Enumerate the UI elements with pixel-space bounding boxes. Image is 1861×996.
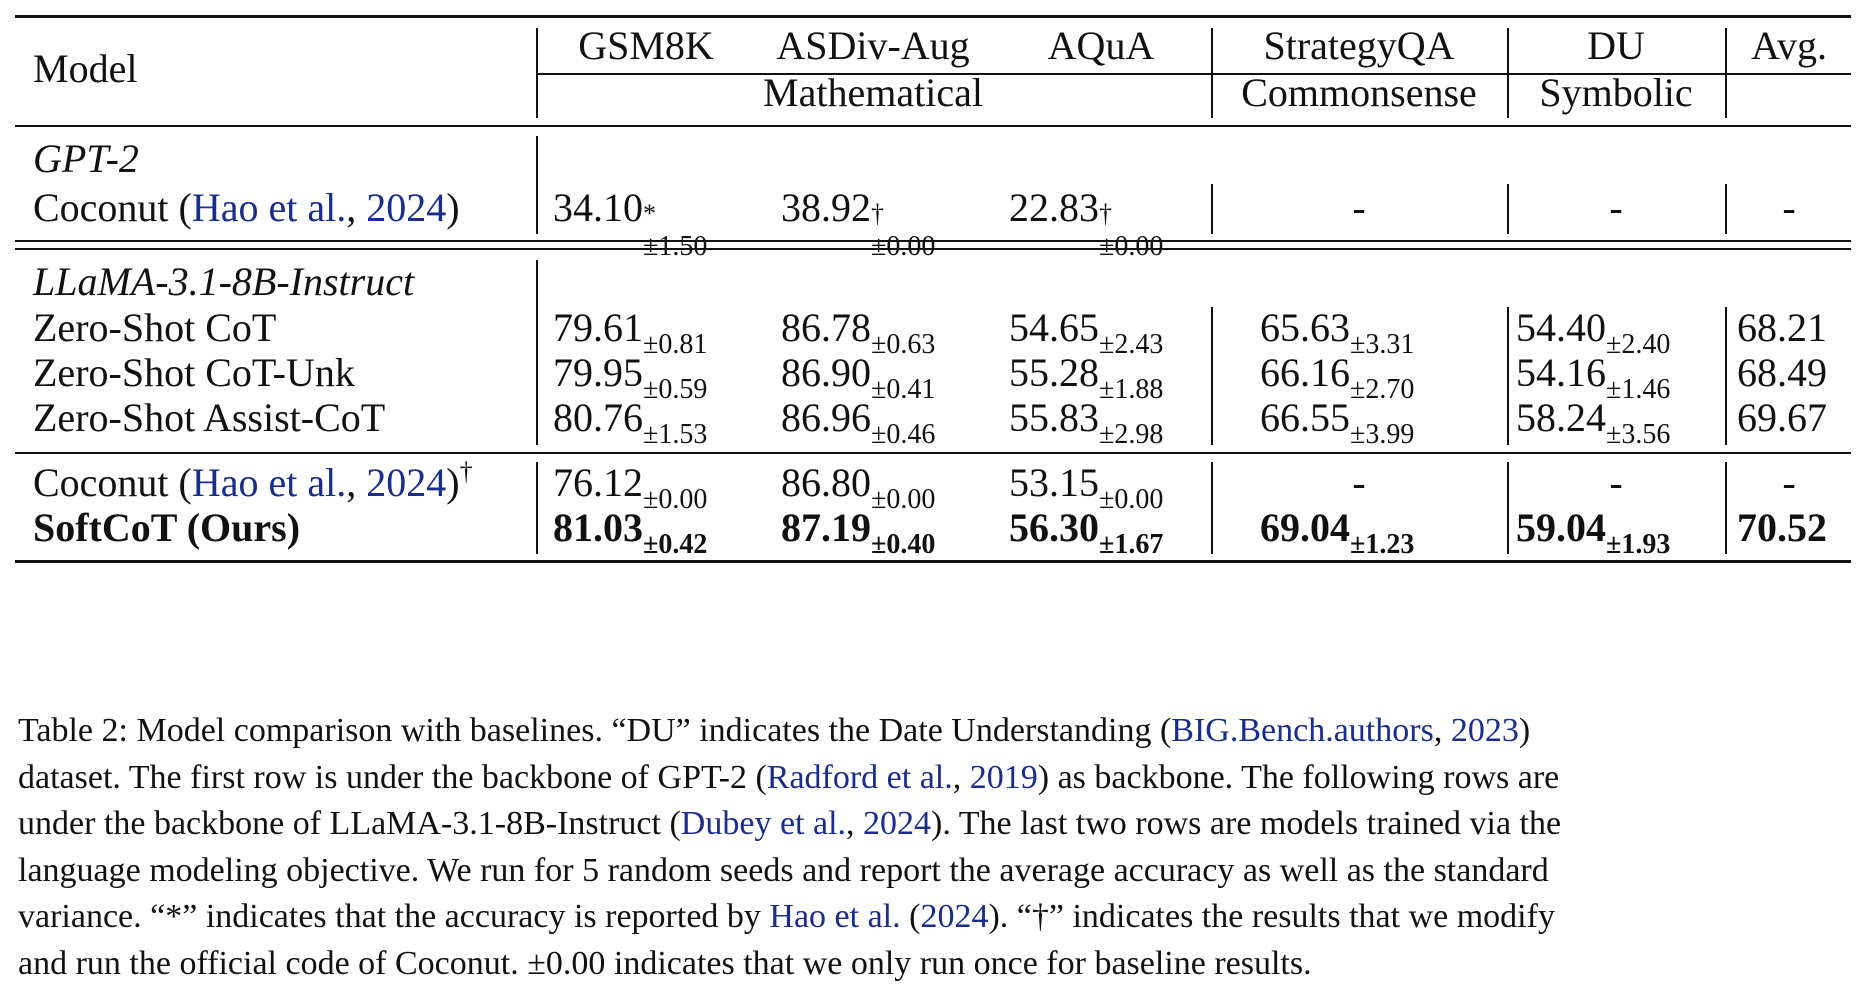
vrule-symbolic <box>1725 307 1727 445</box>
vrule-model <box>536 462 538 554</box>
citation-link[interactable]: Dubey et al. <box>680 805 847 842</box>
cell-assist-strategyqa: 66.55±3.99 <box>1260 395 1415 450</box>
model-header: Model <box>33 46 138 91</box>
row-label-zeroshot-assist-cot: Zero-Shot Assist-CoT <box>33 395 386 440</box>
row-label-zeroshot-cot: Zero-Shot CoT <box>33 305 277 350</box>
col-header-du: DU <box>1587 23 1645 68</box>
table-caption: Table 2: Model comparison with baselines… <box>18 708 1848 987</box>
cell-cot-gsm8k: 79.61±0.81 <box>553 305 708 360</box>
vrule-symbolic <box>1725 462 1727 554</box>
citation-year-link[interactable]: 2024 <box>366 460 447 505</box>
row-label-zeroshot-cot-unk: Zero-Shot CoT-Unk <box>33 350 355 395</box>
row-label-coconut-gpt2: Coconut (Hao et al., 2024) <box>33 185 460 230</box>
header-bottom-rule <box>15 125 1851 127</box>
citation-link[interactable]: Hao et al. <box>191 185 347 230</box>
cell-coconut-gsm8k: 76.12±0.00 <box>553 460 708 515</box>
citation-link[interactable]: Radford et al. <box>766 758 953 796</box>
vrule-common <box>1507 307 1509 445</box>
cell-softcot-aqua: 56.30±1.67 <box>1009 505 1164 560</box>
cell-assist-asdiv: 86.96±0.46 <box>781 395 936 450</box>
col-header-strategyqa: StrategyQA <box>1263 23 1455 68</box>
cell-coconut-du: - <box>1609 460 1623 505</box>
vrule-math <box>1211 184 1213 234</box>
group-header-mathematical: Mathematical <box>763 70 983 115</box>
vrule-model <box>536 28 538 118</box>
row-label-softcot: SoftCoT (Ours) <box>33 505 301 550</box>
top-rule <box>15 15 1851 18</box>
vrule-math <box>1211 28 1213 118</box>
vrule-common <box>1507 184 1509 234</box>
cell-unk-aqua: 55.28±1.88 <box>1009 350 1164 405</box>
cell-unk-gsm8k: 79.95±0.59 <box>553 350 708 405</box>
col-header-avg: Avg. <box>1751 23 1827 68</box>
double-rule-bottom <box>15 248 1851 250</box>
caption-line-5: variance. “*” indicates that the accurac… <box>18 898 1555 935</box>
cell-unk-asdiv: 86.90±0.41 <box>781 350 936 405</box>
caption-line-2: dataset. The first row is under the back… <box>18 758 1560 796</box>
col-header-gsm8k: GSM8K <box>578 23 714 68</box>
vrule-symbolic <box>1725 28 1727 118</box>
cell-softcot-du: 59.04±1.93 <box>1516 505 1671 560</box>
cell-cot-strategyqa: 65.63±3.31 <box>1260 305 1415 360</box>
group-header-commonsense: Commonsense <box>1241 70 1477 115</box>
citation-link[interactable]: Hao et al. <box>769 898 901 935</box>
caption-line-3: under the backbone of LLaMA-3.1-8B-Instr… <box>18 805 1562 842</box>
cell-softcot-avg: 70.52 <box>1737 505 1827 550</box>
cell-gpt2-avg: - <box>1782 185 1796 230</box>
cell-assist-avg: 69.67 <box>1737 395 1827 440</box>
cell-softcot-strategyqa: 69.04±1.23 <box>1260 505 1415 560</box>
cell-gpt2-aqua: 22.83 † ±0.00 <box>1009 185 1164 262</box>
vrule-model <box>536 260 538 445</box>
double-rule-top <box>15 240 1851 242</box>
caption-line-1: Table 2: Model comparison with baselines… <box>18 712 1531 749</box>
cell-unk-avg: 68.49 <box>1737 350 1827 395</box>
vrule-model <box>536 136 538 234</box>
citation-year-link[interactable]: 2024 <box>920 898 989 935</box>
col-header-asdiv: ASDiv-Aug <box>776 23 970 68</box>
cell-unk-du: 54.16±1.46 <box>1516 350 1671 405</box>
cell-coconut-asdiv: 86.80±0.00 <box>781 460 936 515</box>
citation-year-link[interactable]: 2023 <box>1450 712 1519 749</box>
section-title-gpt2: GPT-2 <box>33 136 139 181</box>
citation-year-link[interactable]: 2024 <box>366 185 447 230</box>
cell-cot-aqua: 54.65±2.43 <box>1009 305 1164 360</box>
row-label-coconut-llama: Coconut (Hao et al., 2024)† <box>33 457 473 505</box>
cell-softcot-gsm8k: 81.03±0.42 <box>553 505 708 560</box>
vrule-math <box>1211 307 1213 445</box>
cell-gpt2-strategyqa: - <box>1352 185 1366 230</box>
citation-link[interactable]: Hao et al. <box>191 460 347 505</box>
cell-gpt2-du: - <box>1609 185 1623 230</box>
cell-coconut-avg: - <box>1782 460 1796 505</box>
cell-unk-strategyqa: 66.16±2.70 <box>1260 350 1415 405</box>
group-header-symbolic: Symbolic <box>1539 70 1693 115</box>
caption-line-6: and run the official code of Coconut. ±0… <box>18 944 1312 982</box>
cell-coconut-strategyqa: - <box>1352 460 1366 505</box>
vrule-common <box>1507 28 1509 118</box>
cell-cot-avg: 68.21 <box>1737 305 1827 350</box>
cell-cot-du: 54.40±2.40 <box>1516 305 1671 360</box>
citation-link[interactable]: BIG.Bench.authors <box>1171 712 1434 749</box>
section-rule <box>15 452 1851 454</box>
vrule-common <box>1507 462 1509 554</box>
citation-year-link[interactable]: 2024 <box>863 805 932 842</box>
group-rule <box>536 73 1851 75</box>
cell-gpt2-gsm8k: 34.10 * ±1.50 <box>553 185 708 262</box>
cell-assist-du: 58.24±3.56 <box>1516 395 1671 450</box>
caption-line-4: language modeling objective. We run for … <box>18 851 1549 889</box>
cell-softcot-asdiv: 87.19±0.40 <box>781 505 936 560</box>
section-title-llama: LLaMA-3.1-8B-Instruct <box>33 259 415 304</box>
vrule-symbolic <box>1725 184 1727 234</box>
vrule-math <box>1211 462 1213 554</box>
col-header-aqua: AQuA <box>1047 23 1155 68</box>
cell-assist-gsm8k: 80.76±1.53 <box>553 395 708 450</box>
cell-cot-asdiv: 86.78±0.63 <box>781 305 936 360</box>
citation-year-link[interactable]: 2019 <box>969 758 1038 796</box>
cell-gpt2-asdiv: 38.92 † ±0.00 <box>781 185 936 262</box>
bottom-rule <box>15 560 1851 563</box>
cell-coconut-aqua: 53.15±0.00 <box>1009 460 1164 515</box>
cell-assist-aqua: 55.83±2.98 <box>1009 395 1164 450</box>
